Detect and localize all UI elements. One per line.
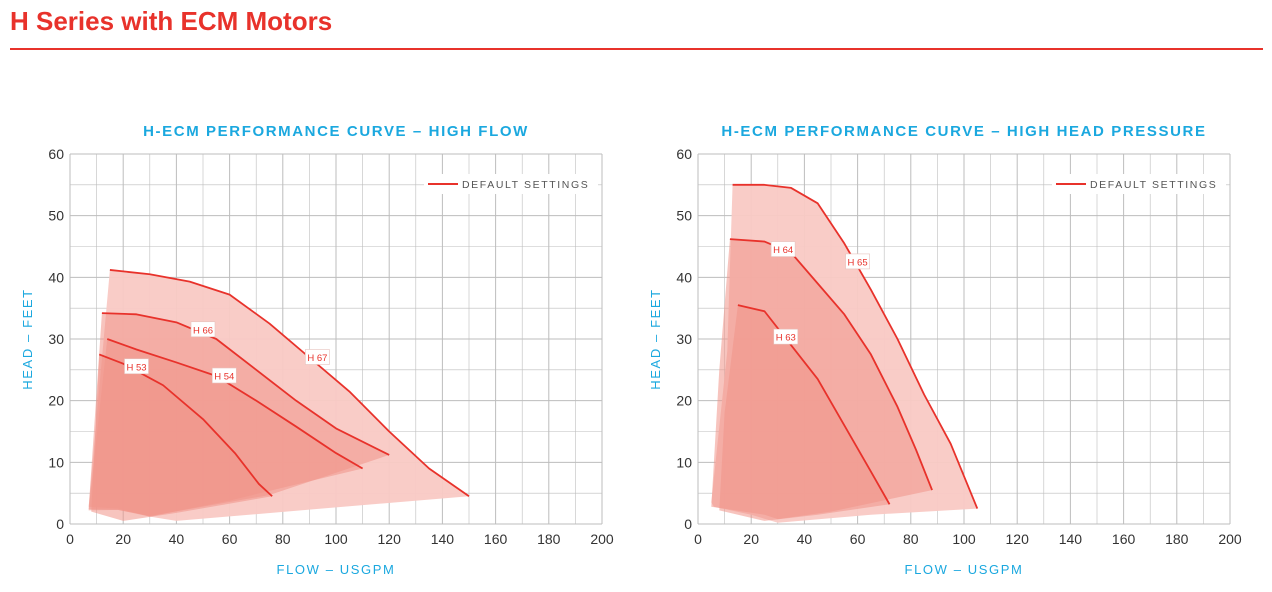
x-tick-label: 60 — [222, 531, 238, 547]
chart-high-head-pressure: H-ECM PERFORMANCE CURVE – HIGH HEAD PRES… — [628, 110, 1248, 590]
curve-label-h-64: H 64 — [770, 241, 796, 257]
x-axis-label: FLOW – USGPM — [905, 562, 1024, 577]
curve-label-box — [211, 367, 237, 384]
y-tick-label: 30 — [48, 331, 64, 347]
y-tick-label: 0 — [684, 516, 692, 532]
x-tick-label: 100 — [952, 531, 976, 547]
y-tick-label: 20 — [48, 393, 64, 409]
legend-label: DEFAULT SETTINGS — [462, 179, 589, 191]
x-tick-label: 20 — [743, 531, 759, 547]
x-tick-label: 0 — [694, 531, 702, 547]
y-tick-label: 30 — [676, 331, 692, 347]
chart-title: H-ECM PERFORMANCE CURVE – HIGH HEAD PRES… — [721, 123, 1206, 140]
legend-label: DEFAULT SETTINGS — [1090, 179, 1217, 191]
x-tick-label: 120 — [378, 531, 402, 547]
curve-label-h-63: H 63 — [773, 328, 799, 345]
curve-label-h-65: H 65 — [845, 253, 870, 270]
region-h-63 — [719, 305, 890, 521]
curve-label-text: H 64 — [773, 245, 793, 256]
x-tick-label: 160 — [1112, 531, 1136, 547]
curve-label-text: H 63 — [776, 333, 796, 344]
page-title: H Series with ECM Motors — [10, 6, 333, 36]
x-tick-label: 20 — [115, 531, 131, 547]
x-tick-label: 100 — [324, 531, 348, 547]
x-tick-label: 80 — [275, 531, 291, 547]
x-tick-label: 200 — [1218, 531, 1242, 547]
curve-label-box — [190, 321, 216, 338]
legend-background — [424, 174, 598, 194]
x-tick-label: 60 — [850, 531, 866, 547]
x-axis-label: FLOW – USGPM — [277, 562, 396, 577]
curve-label-box — [845, 253, 870, 270]
curve-label-box — [770, 241, 796, 257]
curve-h-53 — [98, 353, 273, 497]
y-tick-label: 10 — [676, 454, 692, 470]
chart-high-flow: H-ECM PERFORMANCE CURVE – HIGH FLOW H 53 H… — [0, 110, 620, 590]
curve-h-54 — [106, 338, 364, 470]
curve-label-text: H 65 — [848, 257, 868, 268]
x-tick-label: 0 — [66, 531, 74, 547]
x-tick-label: 200 — [590, 531, 614, 547]
x-tick-label: 140 — [431, 531, 455, 547]
x-tick-label: 120 — [1006, 531, 1030, 547]
curve-label-h-53: H 53 — [124, 358, 149, 375]
x-tick-label: 80 — [903, 531, 919, 547]
curve-label-text: H 54 — [214, 372, 234, 383]
legend-background — [1052, 174, 1226, 194]
curve-label-h-54: H 54 — [211, 367, 237, 384]
x-tick-label: 180 — [1165, 531, 1189, 547]
legend: DEFAULT SETTINGS — [1052, 174, 1226, 194]
y-tick-label: 0 — [56, 516, 64, 532]
region-h-53 — [91, 354, 273, 521]
y-tick-label: 50 — [676, 208, 692, 224]
y-tick-label: 60 — [48, 146, 64, 162]
x-tick-label: 140 — [1059, 531, 1083, 547]
curve-h-67 — [109, 269, 470, 497]
curve-label-box — [124, 358, 149, 375]
curve-label-h-66: H 66 — [190, 321, 216, 338]
x-tick-label: 40 — [169, 531, 185, 547]
chart-high-head-pressure-svg: H-ECM PERFORMANCE CURVE – HIGH HEAD PRES… — [648, 123, 1242, 577]
y-tick-label: 50 — [48, 208, 64, 224]
curve-label-box — [773, 328, 799, 345]
curve-h-63 — [737, 304, 891, 505]
x-tick-label: 180 — [537, 531, 561, 547]
curve-label-h-67: H 67 — [305, 349, 330, 365]
x-tick-label: 40 — [797, 531, 813, 547]
y-tick-label: 60 — [676, 146, 692, 162]
y-tick-label: 10 — [48, 454, 64, 470]
page-header: H Series with ECM Motors — [10, 2, 1263, 50]
chart-high-flow-svg: H-ECM PERFORMANCE CURVE – HIGH FLOW H 53 H… — [20, 123, 614, 577]
chart-title: H-ECM PERFORMANCE CURVE – HIGH FLOW — [143, 123, 529, 140]
curve-label-text: H 66 — [193, 325, 213, 336]
curve-h-66 — [101, 312, 390, 456]
curve-label-text: H 67 — [307, 353, 327, 364]
y-tick-label: 40 — [676, 269, 692, 285]
y-tick-label: 40 — [48, 269, 64, 285]
x-tick-label: 160 — [484, 531, 508, 547]
curve-label-box — [305, 349, 330, 365]
y-axis-label: HEAD – FEET — [648, 288, 663, 389]
y-tick-label: 20 — [676, 393, 692, 409]
legend: DEFAULT SETTINGS — [424, 174, 598, 194]
curve-label-text: H 53 — [126, 362, 146, 373]
y-axis-label: HEAD – FEET — [20, 288, 35, 389]
